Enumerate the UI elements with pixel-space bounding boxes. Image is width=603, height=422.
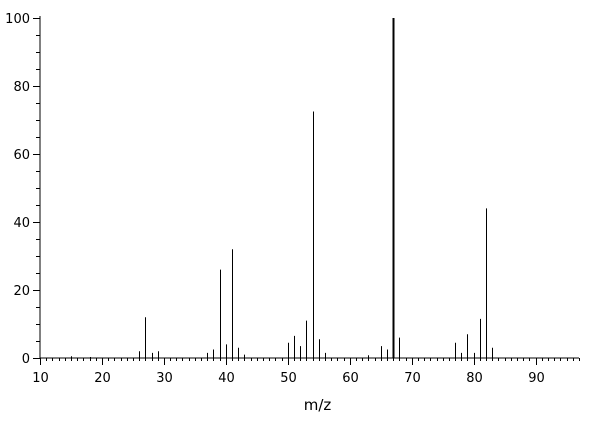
x-tick-label: 60	[342, 371, 359, 386]
spectrum-bars	[71, 18, 493, 358]
x-axis-ticks: 10 20 30 40 50 60 70 80 90	[32, 358, 580, 386]
y-tick-label: 20	[13, 284, 30, 299]
y-axis-ticks: 0 20 40 60 80 100	[5, 12, 40, 367]
x-tick-label: 90	[528, 371, 545, 386]
x-axis-label: m/z	[304, 396, 332, 414]
axes	[39, 16, 579, 359]
x-tick-label: 40	[218, 371, 235, 386]
x-tick-label: 50	[280, 371, 297, 386]
x-tick-label: 10	[32, 371, 49, 386]
y-tick-label: 60	[13, 148, 30, 163]
x-tick-label: 30	[156, 371, 173, 386]
y-tick-label: 80	[13, 80, 30, 95]
x-tick-label: 80	[466, 371, 483, 386]
y-tick-label: 100	[5, 12, 30, 27]
x-tick-label: 70	[404, 371, 421, 386]
y-tick-label: 40	[13, 216, 30, 231]
y-tick-label: 0	[22, 352, 30, 367]
x-tick-label: 20	[94, 371, 111, 386]
